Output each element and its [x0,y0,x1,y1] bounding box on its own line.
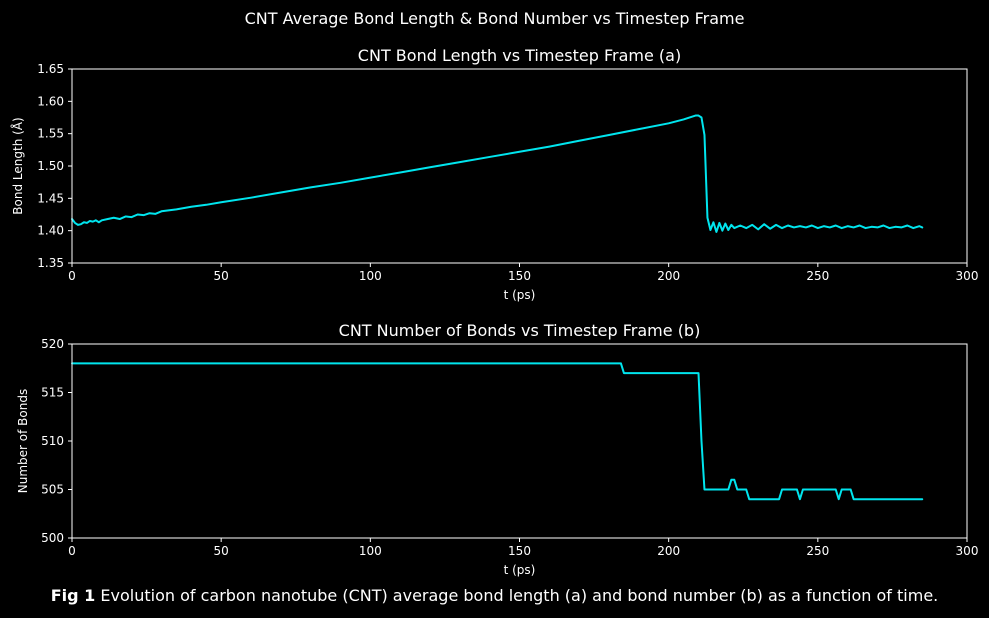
chart-b-ylabel: Number of Bonds [16,389,30,493]
figure-suptitle: CNT Average Bond Length & Bond Number vs… [245,9,745,28]
chart-a-xtick-label: 50 [214,269,229,283]
chart-b-ytick-label: 520 [41,337,64,351]
chart-a-xtick-label: 300 [956,269,979,283]
chart-a-ytick-label: 1.50 [37,159,64,173]
chart-a-ytick-label: 1.55 [37,127,64,141]
chart-a-ytick-label: 1.45 [37,191,64,205]
chart-a-xtick-label: 150 [508,269,531,283]
chart-b-xtick-label: 100 [359,544,382,558]
chart-b-xtick-label: 300 [956,544,979,558]
chart-b-xlabel: t (ps) [504,563,536,577]
caption-label: Fig 1 [50,586,96,605]
chart-b-title: CNT Number of Bonds vs Timestep Frame (b… [339,321,701,340]
chart-b-series-line [71,362,924,501]
chart-a-ytick-label: 1.40 [37,224,64,238]
chart-a-series-line [71,114,924,233]
figure-caption: Fig 1 Evolution of carbon nanotube (CNT)… [0,586,989,605]
chart-a-ytick-label: 1.35 [37,256,64,270]
chart-b-ytick-label: 500 [41,531,64,545]
chart-a-title: CNT Bond Length vs Timestep Frame (a) [358,46,681,65]
chart-a-xtick-label: 0 [68,269,76,283]
chart-a-xtick-label: 250 [806,269,829,283]
chart-b-xtick-label: 200 [657,544,680,558]
chart-b-xtick-label: 250 [806,544,829,558]
chart-b-ytick-label: 505 [41,483,64,497]
chart-b-xtick-label: 0 [68,544,76,558]
chart-a-xlabel: t (ps) [504,288,536,302]
chart-b-xtick-label: 150 [508,544,531,558]
chart-b-ytick-label: 515 [41,386,64,400]
chart-a-ytick-label: 1.60 [37,94,64,108]
chart-a-ylabel: Bond Length (Å) [10,117,25,214]
chart-b-xtick-label: 50 [214,544,229,558]
chart-a-ytick-label: 1.65 [37,62,64,76]
chart-b-ytick-label: 510 [41,434,64,448]
chart-a-xtick-label: 100 [359,269,382,283]
chart-a-xtick-label: 200 [657,269,680,283]
caption-text: Evolution of carbon nanotube (CNT) avera… [95,586,939,605]
